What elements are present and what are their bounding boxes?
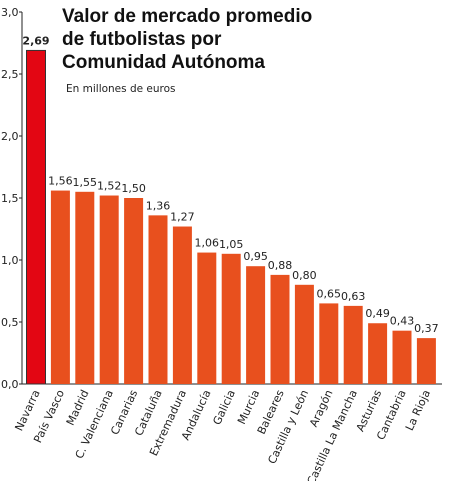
y-tick-label: 2,0 (1, 130, 19, 143)
bar (148, 215, 168, 384)
bar (343, 305, 363, 384)
bar (270, 274, 290, 384)
value-label: 1,27 (170, 211, 195, 224)
y-tick-label: 2,5 (1, 68, 19, 81)
value-label: 0,37 (414, 322, 439, 335)
bar (75, 191, 95, 384)
value-label: 1,06 (195, 237, 220, 250)
y-tick-label: 3,0 (1, 6, 19, 19)
value-label: 1,52 (97, 180, 122, 193)
value-label: 0,95 (243, 250, 268, 263)
chart-subtitle: En millones de euros (66, 83, 176, 95)
value-label: 2,69 (22, 34, 49, 47)
bar (124, 198, 144, 384)
x-tick-label: Galicia (210, 388, 238, 427)
value-label: 1,50 (121, 182, 146, 195)
bar (246, 266, 266, 384)
y-tick-label: 1,5 (1, 192, 19, 205)
value-label: 0,63 (341, 290, 366, 303)
y-tick-label: 0,5 (1, 316, 19, 329)
bar (392, 330, 412, 384)
x-tick-label: Castilla La Mancha (305, 388, 360, 481)
chart-title: Valor de mercado promedio (62, 6, 312, 27)
value-label: 0,49 (365, 307, 390, 320)
value-label: 0,43 (390, 315, 415, 328)
bar (416, 338, 436, 384)
value-label: 1,56 (48, 175, 73, 188)
x-tick-label: Murcia (235, 388, 262, 427)
bar (368, 323, 388, 384)
chart-title: de futbolistas por (62, 29, 222, 50)
value-label: 1,05 (219, 238, 244, 251)
bar (221, 253, 241, 384)
bar (319, 303, 339, 384)
value-label: 1,36 (146, 199, 171, 212)
bar (26, 49, 46, 385)
value-label: 0,65 (317, 287, 342, 300)
value-label: 0,88 (268, 259, 293, 272)
value-label: 1,55 (73, 176, 98, 189)
bar (50, 190, 70, 384)
y-tick-label: 0,0 (1, 378, 19, 391)
value-label: 0,80 (292, 269, 317, 282)
bar (172, 226, 192, 384)
y-tick-label: 1,0 (1, 254, 19, 267)
chart-title: Comunidad Autónoma (62, 52, 265, 73)
bar (197, 252, 217, 384)
bar (294, 284, 314, 384)
bar (99, 195, 119, 384)
